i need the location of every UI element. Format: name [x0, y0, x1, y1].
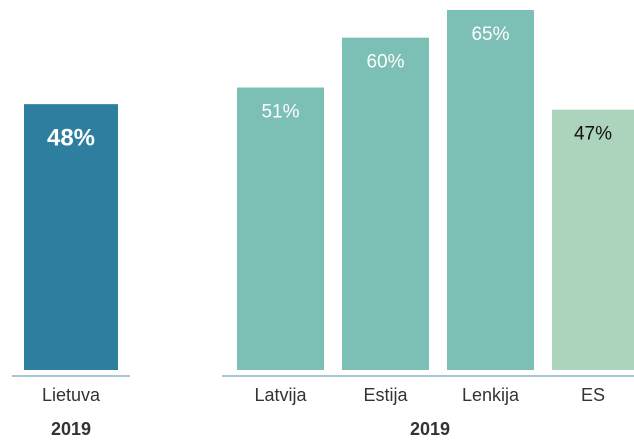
bar [237, 87, 324, 371]
x-tick-label: Lietuva [42, 385, 101, 405]
x-tick-label: Estija [363, 385, 408, 405]
bar-group: 51% Latvija 60% Estija 65% Lenkija 47% ES 2019 [222, 10, 634, 439]
x-tick-label: Lenkija [462, 385, 520, 405]
bar-group: 48% Lietuva 2019 [12, 104, 130, 439]
value-label: 48% [47, 124, 95, 151]
x-tick-label: Latvija [254, 385, 307, 405]
x-axis-label: 2019 [51, 419, 91, 439]
value-label: 51% [261, 102, 299, 123]
bar [447, 10, 534, 370]
bar [342, 37, 429, 370]
bar [24, 104, 118, 371]
x-tick-label: ES [581, 385, 605, 405]
x-axis-label: 2019 [410, 419, 450, 439]
bar [552, 109, 634, 370]
value-label: 65% [471, 24, 509, 45]
value-label: 47% [574, 124, 612, 145]
value-label: 60% [366, 52, 404, 73]
